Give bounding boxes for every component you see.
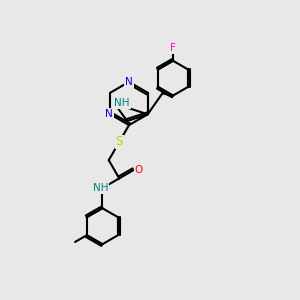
Text: N: N	[105, 109, 113, 119]
Text: F: F	[170, 43, 176, 53]
Text: NH: NH	[114, 98, 130, 109]
Text: NH: NH	[93, 183, 109, 193]
Text: S: S	[116, 136, 123, 148]
Text: N: N	[125, 77, 133, 87]
Text: O: O	[135, 165, 143, 175]
